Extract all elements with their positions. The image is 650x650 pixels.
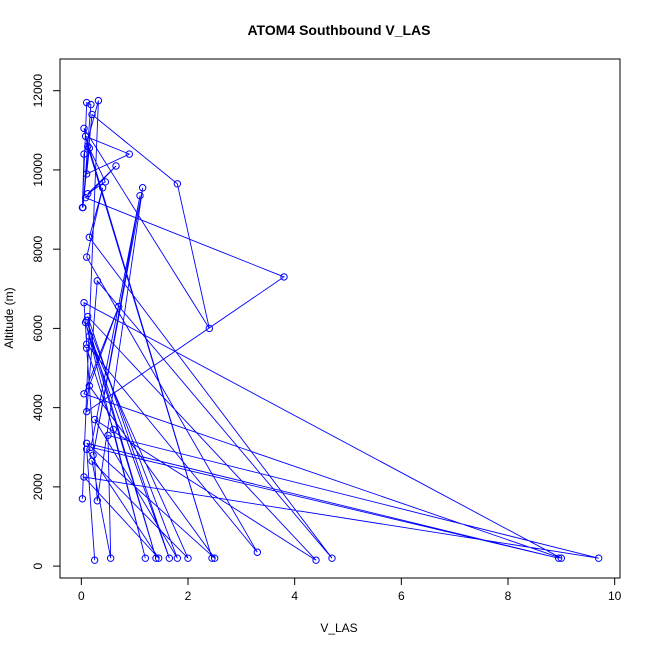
y-tick-label: 10000 (31, 153, 45, 187)
x-axis-label: V_LAS (320, 621, 357, 635)
data-series (78, 96, 603, 564)
data-point (82, 445, 91, 453)
data-point (80, 473, 88, 481)
data-point (85, 144, 94, 152)
data-point (87, 100, 95, 109)
data-point (79, 203, 87, 212)
data-point (80, 390, 88, 398)
data-point (85, 382, 94, 390)
data-point (141, 554, 150, 562)
data-point (557, 554, 566, 562)
data-point (106, 554, 115, 562)
y-tick-label: 6000 (31, 315, 45, 342)
x-tick-label: 0 (78, 589, 85, 603)
data-point (80, 124, 88, 133)
data-point (81, 132, 90, 140)
data-point (205, 324, 214, 333)
x-tick-label: 8 (505, 589, 512, 603)
data-point (109, 425, 118, 434)
y-tick-label: 8000 (31, 235, 45, 262)
data-point (112, 162, 120, 170)
x-tick-label: 10 (608, 589, 622, 603)
data-point (90, 556, 99, 564)
data-point (90, 415, 99, 424)
data-point (173, 554, 182, 562)
data-point (125, 150, 134, 158)
data-point (82, 98, 91, 107)
data-point (93, 497, 102, 505)
y-tick-label: 4000 (31, 394, 45, 421)
data-point (84, 312, 92, 321)
y-tick-label: 2000 (31, 473, 45, 500)
data-point (98, 184, 107, 192)
plot-frame (59, 58, 621, 579)
data-point (94, 96, 103, 105)
data-point (253, 548, 262, 556)
y-axis: 0 2000 4000 6000 8000 10000 12000 (31, 74, 61, 569)
data-point (101, 178, 110, 186)
data-point (82, 253, 91, 261)
data-point (210, 554, 219, 562)
x-tick-label: 6 (398, 589, 405, 603)
x-tick-label: 2 (185, 589, 192, 603)
data-point (165, 554, 174, 562)
data-point (85, 233, 94, 241)
y-axis-label: Altitude (m) (2, 287, 16, 348)
data-point (84, 142, 92, 150)
data-point (104, 431, 112, 440)
data-point (208, 554, 216, 562)
data-point (88, 110, 96, 119)
data-point (184, 554, 192, 562)
x-tick-label: 4 (291, 589, 298, 603)
data-point (78, 495, 87, 503)
data-point (82, 407, 91, 416)
series-line (81, 100, 599, 561)
data-point (93, 277, 102, 285)
data-point (136, 191, 144, 200)
data-point (82, 344, 91, 352)
data-point (312, 556, 320, 564)
data-point (85, 332, 94, 341)
data-point (594, 554, 603, 562)
data-point (88, 457, 96, 465)
data-point (80, 298, 88, 307)
data-point (173, 180, 182, 188)
data-point (152, 554, 160, 562)
data-point (138, 184, 147, 192)
data-point (82, 340, 91, 348)
chart-title: ATOM4 Southbound V_LAS (247, 22, 430, 38)
data-point (280, 273, 288, 281)
data-point (80, 150, 88, 158)
data-point (84, 190, 92, 198)
data-point (82, 170, 91, 178)
data-point (328, 554, 336, 562)
data-point (87, 443, 95, 451)
y-tick-label: 0 (31, 562, 45, 569)
y-tick-label: 12000 (31, 74, 45, 108)
x-axis: 0 2 4 6 8 10 (78, 577, 622, 603)
data-point (82, 316, 91, 325)
data-point (554, 554, 563, 562)
data-point (81, 193, 90, 202)
data-point (154, 554, 163, 562)
data-point (114, 302, 123, 311)
